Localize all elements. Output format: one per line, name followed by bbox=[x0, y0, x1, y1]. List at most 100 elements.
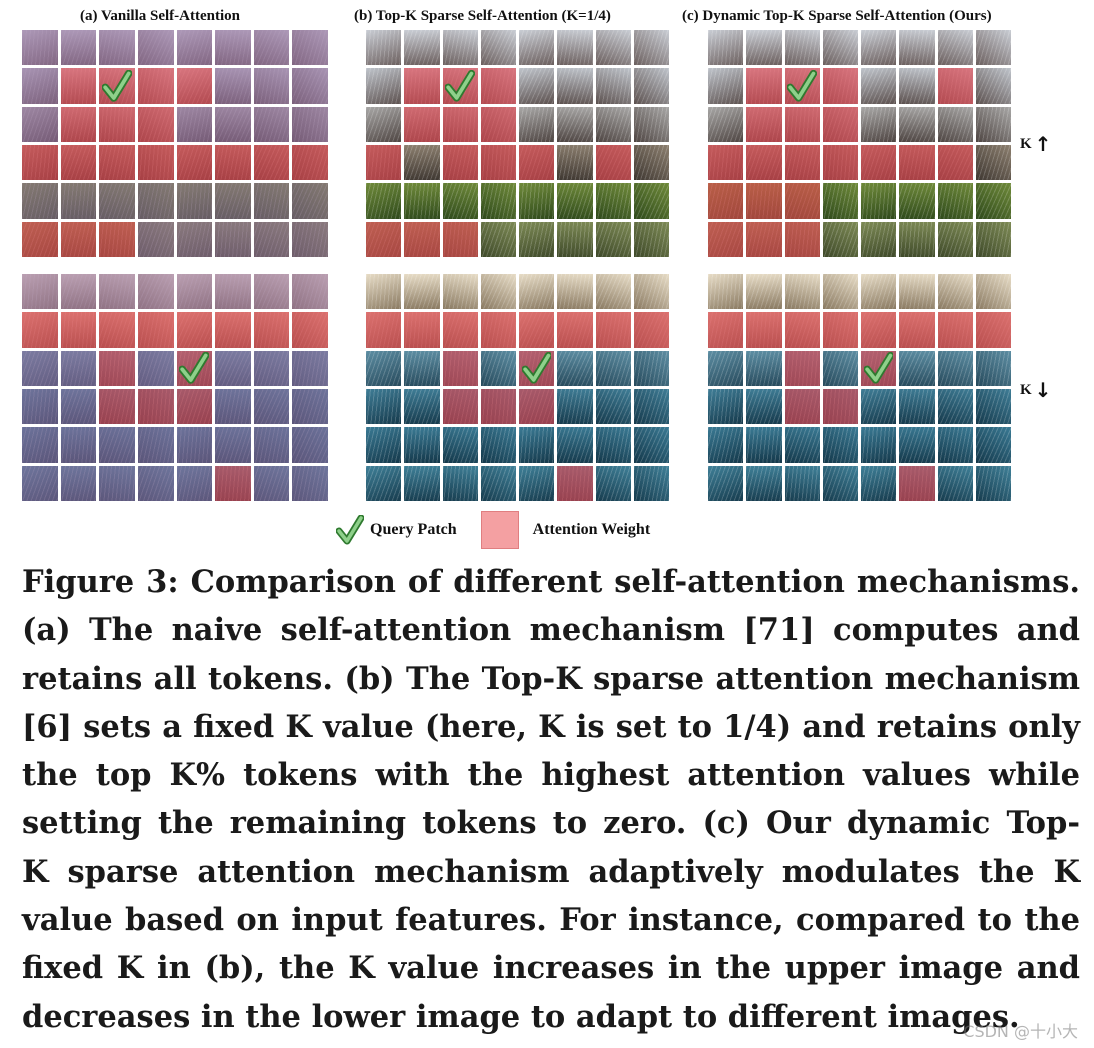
attention-overlay bbox=[404, 145, 439, 180]
image-patch bbox=[975, 350, 1011, 386]
image-patch bbox=[708, 30, 744, 66]
attention-overlay bbox=[292, 68, 328, 104]
image-patch bbox=[442, 465, 478, 501]
image-patch bbox=[746, 221, 782, 257]
attention-overlay bbox=[519, 388, 555, 425]
image-patch bbox=[176, 427, 213, 463]
image-patch bbox=[633, 350, 669, 386]
attention-overlay bbox=[137, 106, 174, 142]
image-patch bbox=[708, 312, 744, 348]
attention-overlay bbox=[481, 427, 516, 462]
attention-overlay bbox=[976, 107, 1011, 142]
attention-overlay bbox=[442, 350, 478, 386]
attention-overlay bbox=[823, 274, 858, 309]
attention-overlay bbox=[634, 389, 669, 424]
attention-overlay bbox=[519, 427, 554, 462]
attention-overlay bbox=[899, 465, 935, 501]
attention-overlay bbox=[899, 312, 935, 348]
check-mark-icon bbox=[102, 69, 133, 102]
attention-overlay bbox=[253, 183, 290, 219]
attention-overlay bbox=[442, 312, 478, 348]
image-patch bbox=[975, 106, 1011, 142]
image-patch bbox=[937, 465, 973, 501]
arrow-up-icon: ↑ bbox=[1034, 132, 1052, 156]
attention-overlay bbox=[861, 183, 896, 218]
image-patch bbox=[975, 183, 1011, 219]
attention-overlay bbox=[22, 221, 58, 257]
k-label-lower: K bbox=[1020, 381, 1032, 398]
attention-overlay bbox=[596, 466, 631, 501]
image-patch bbox=[822, 68, 858, 104]
image-patch bbox=[519, 388, 555, 425]
image-patch bbox=[480, 312, 516, 348]
attention-overlay bbox=[633, 312, 669, 348]
image-patch bbox=[253, 312, 290, 348]
attention-overlay bbox=[253, 350, 290, 386]
panel-title-a: (a) Vanilla Self-Attention bbox=[80, 8, 241, 24]
attention-overlay bbox=[708, 274, 743, 309]
image-patch bbox=[937, 388, 973, 425]
image-patch bbox=[366, 106, 402, 142]
image-patch bbox=[137, 144, 174, 181]
attention-overlay bbox=[861, 68, 896, 103]
attention-overlay bbox=[708, 221, 744, 257]
attention-overlay bbox=[557, 389, 592, 424]
caption-line: [6] sets a fixed K value (here, K is set… bbox=[22, 708, 1080, 745]
attention-overlay bbox=[443, 466, 478, 501]
attention-overlay bbox=[292, 274, 328, 310]
grid-topk-lower bbox=[366, 274, 669, 501]
caption-line: Figure 3: Comparison of different self-a… bbox=[22, 564, 1080, 600]
attention-overlay bbox=[557, 274, 592, 309]
image-patch bbox=[708, 388, 744, 425]
image-patch bbox=[975, 312, 1011, 348]
attention-overlay bbox=[215, 427, 251, 463]
attention-overlay bbox=[937, 312, 973, 348]
image-patch bbox=[137, 350, 174, 386]
attention-overlay bbox=[442, 144, 478, 181]
image-patch bbox=[595, 68, 631, 104]
attention-overlay bbox=[404, 312, 440, 348]
attention-overlay bbox=[861, 312, 897, 348]
image-patch bbox=[633, 312, 669, 348]
image-patch bbox=[253, 183, 290, 219]
attention-overlay bbox=[746, 30, 781, 65]
image-patch bbox=[784, 388, 820, 425]
image-patch bbox=[784, 312, 820, 348]
image-patch bbox=[22, 183, 58, 219]
image-patch bbox=[480, 106, 516, 142]
image-patch bbox=[404, 274, 440, 310]
image-patch bbox=[557, 465, 593, 501]
image-patch bbox=[708, 144, 744, 181]
image-patch bbox=[784, 274, 820, 310]
grid-vanilla-upper bbox=[22, 30, 328, 257]
image-patch bbox=[253, 465, 290, 501]
image-patch bbox=[176, 221, 213, 257]
image-patch bbox=[861, 427, 897, 463]
attention-overlay bbox=[861, 466, 896, 501]
attention-overlay bbox=[746, 183, 782, 219]
attention-overlay bbox=[822, 106, 858, 142]
attention-overlay bbox=[861, 427, 896, 462]
image-patch bbox=[60, 350, 97, 386]
image-patch bbox=[215, 388, 251, 425]
attention-overlay bbox=[557, 351, 592, 386]
image-patch bbox=[975, 388, 1011, 425]
attention-overlay bbox=[976, 30, 1011, 65]
image-patch bbox=[861, 183, 897, 219]
legend: Query Patch Attention Weight bbox=[336, 510, 650, 550]
attention-overlay bbox=[557, 312, 593, 348]
image-patch bbox=[861, 106, 897, 142]
attention-overlay bbox=[899, 68, 934, 103]
attention-overlay bbox=[292, 30, 328, 66]
attention-overlay bbox=[404, 183, 439, 218]
attention-overlay bbox=[443, 183, 478, 218]
attention-overlay bbox=[519, 144, 555, 181]
image-patch bbox=[861, 68, 897, 104]
attention-overlay bbox=[22, 312, 58, 348]
image-patch bbox=[366, 427, 402, 463]
attention-overlay bbox=[634, 107, 669, 142]
attention-overlay bbox=[137, 312, 174, 348]
attention-overlay bbox=[823, 466, 858, 501]
image-patch bbox=[557, 350, 593, 386]
image-patch bbox=[784, 30, 820, 66]
